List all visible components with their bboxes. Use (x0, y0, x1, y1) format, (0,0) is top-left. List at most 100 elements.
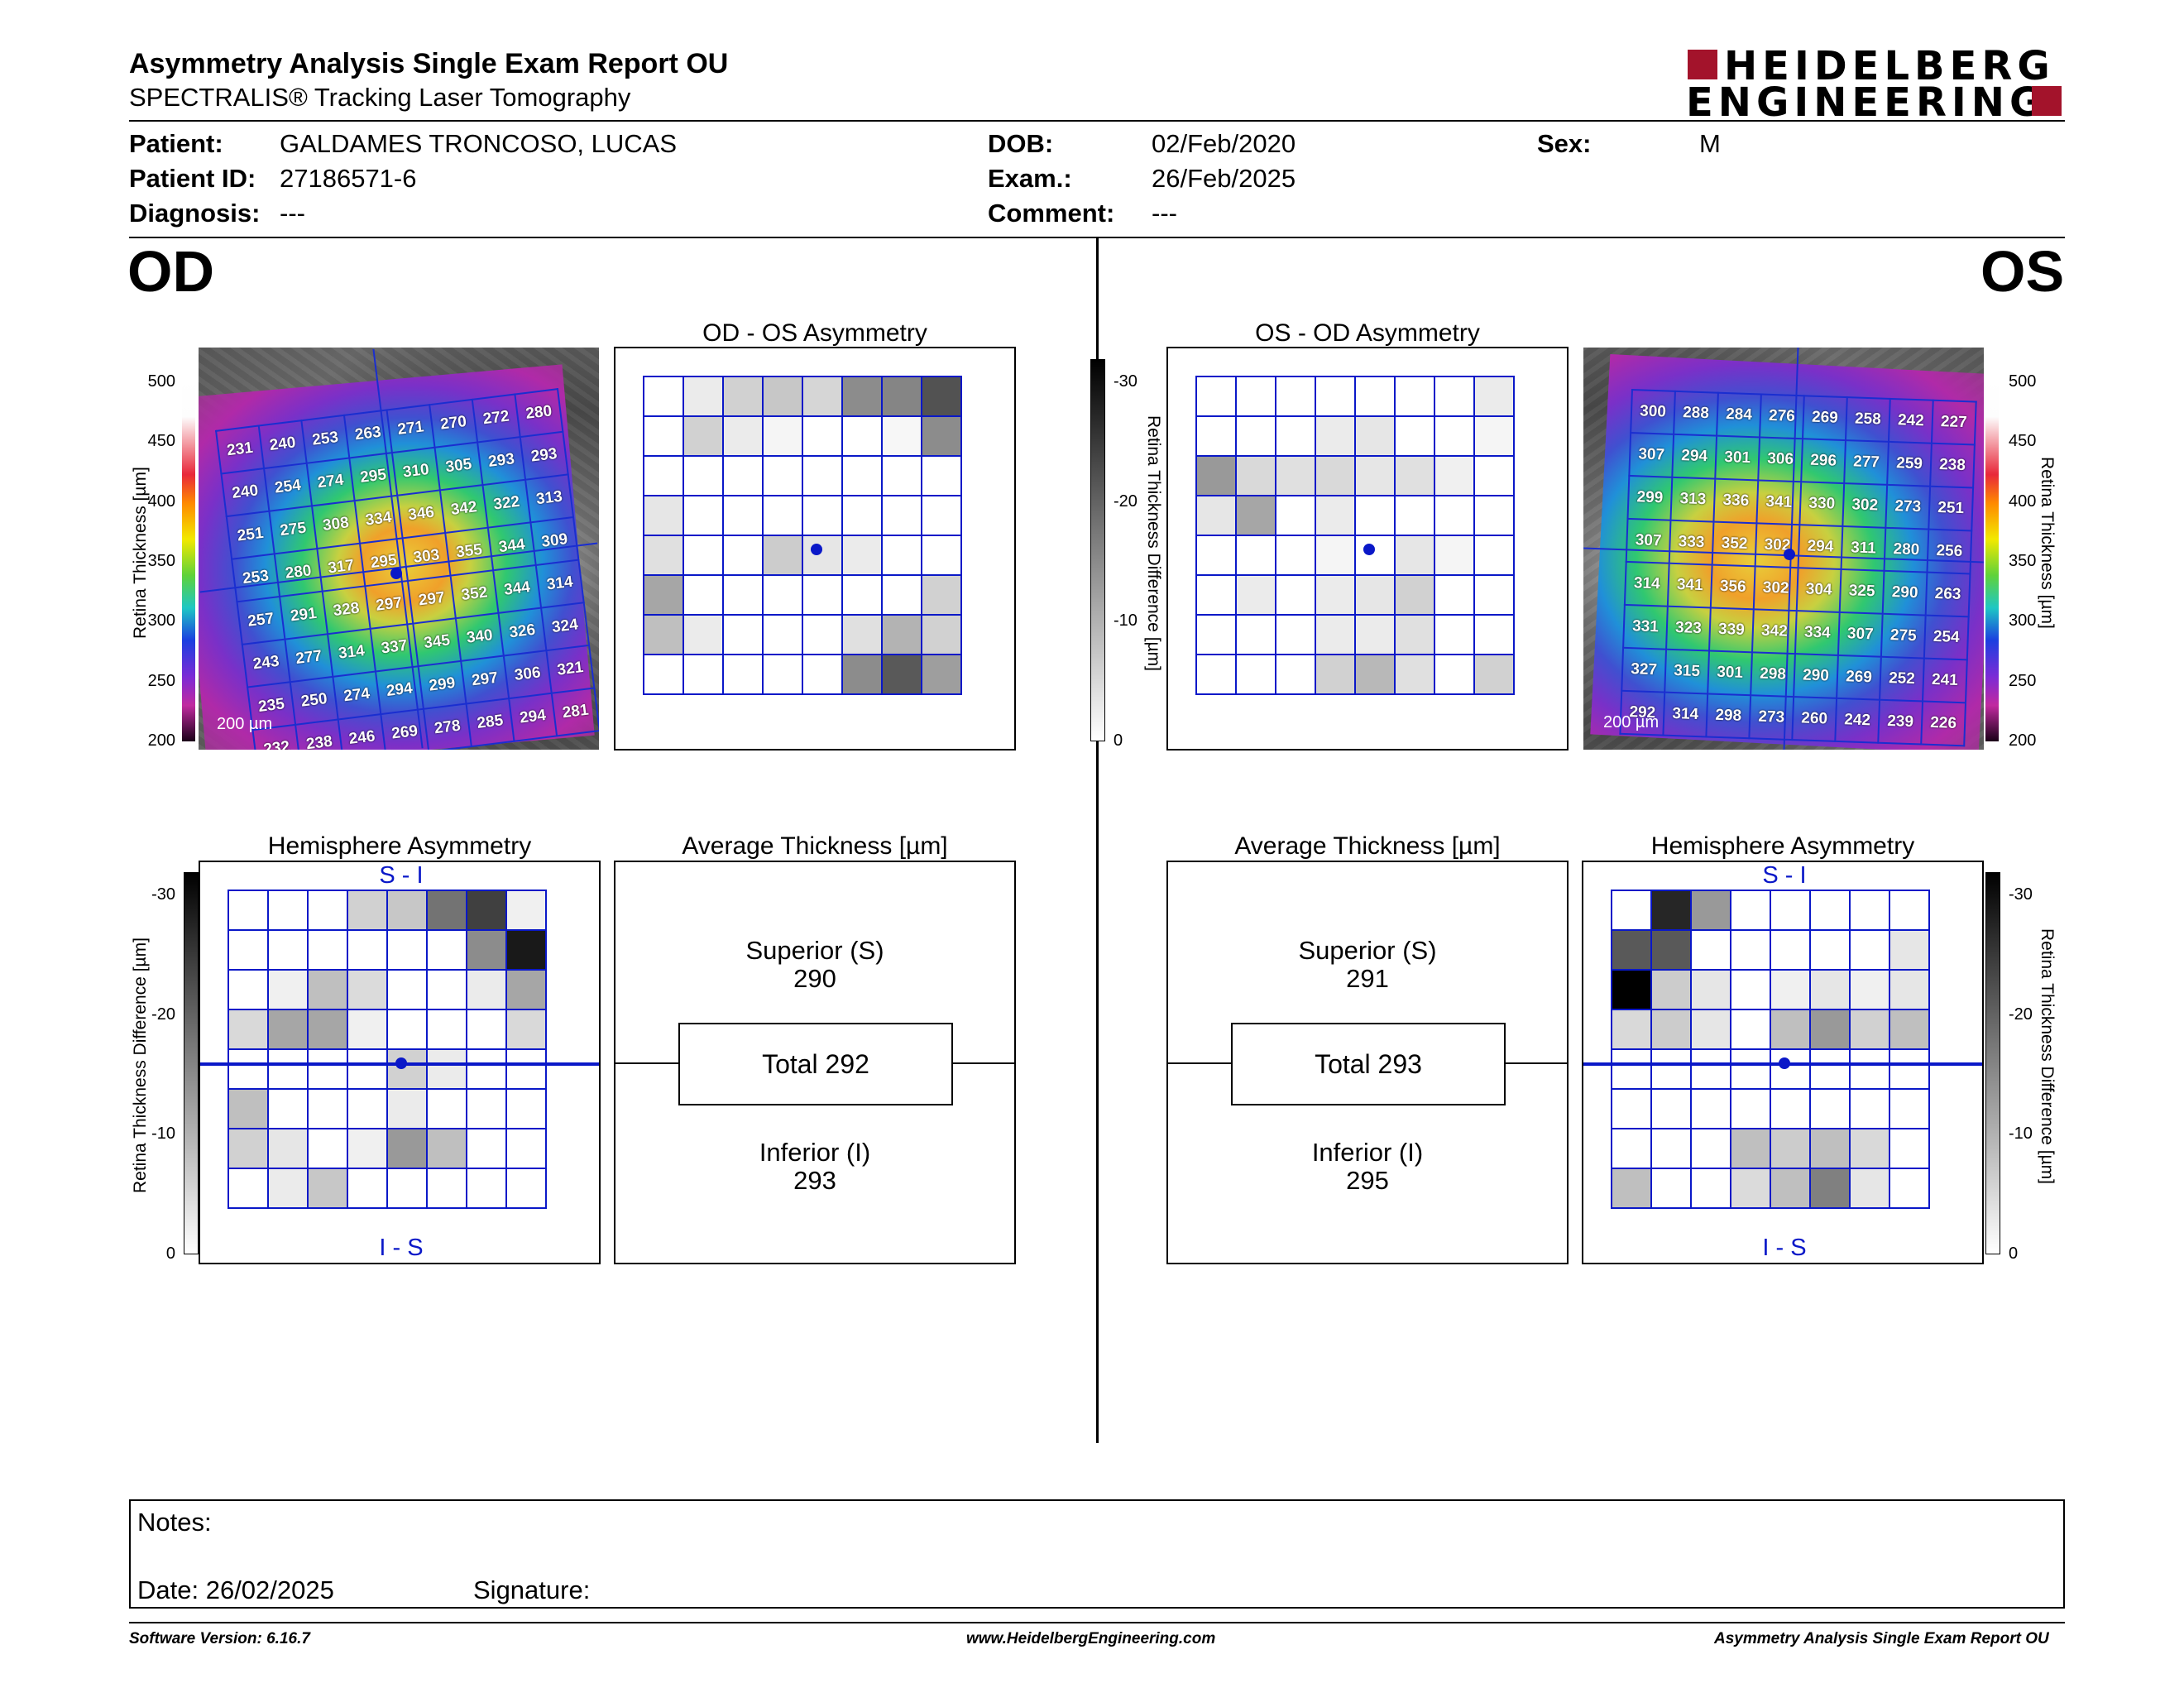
od-hemi-cell (426, 1168, 467, 1209)
os-hemi-grid (1611, 890, 1930, 1209)
os-asym-cell (1473, 495, 1515, 536)
od-asym-title: OD - OS Asymmetry (702, 319, 927, 347)
od-asym-cell (762, 495, 803, 536)
os-asym-cell (1434, 495, 1475, 536)
os-hemi-cell (1889, 1009, 1930, 1050)
od-thickness-colorbar (182, 381, 195, 741)
os-asym-cell (1235, 614, 1276, 655)
os-avg-panel: Superior (S) 291 Total 293 Inferior (I) … (1166, 861, 1569, 1264)
od-avg-title: Average Thickness [µm] (682, 832, 948, 860)
axis-tick-label: 450 (2009, 432, 2037, 451)
os-thickness-value: 299 (1627, 475, 1673, 520)
os-hemi-cell (1889, 929, 1930, 971)
os-thickness-value: 226 (1921, 701, 1966, 746)
od-asym-cell (643, 654, 684, 695)
axis-tick-label: 300 (147, 611, 175, 631)
os-thickness-value: 294 (1672, 434, 1717, 479)
os-asym-cell (1473, 535, 1515, 576)
od-asym-cell (881, 495, 922, 536)
os-asym-cell (1394, 614, 1435, 655)
od-inferior-label: Inferior (I) (759, 1138, 871, 1167)
od-hemi-cell (307, 1128, 348, 1169)
footer-website[interactable]: www.HeidelbergEngineering.com (966, 1630, 1216, 1647)
os-asym-cell (1315, 455, 1356, 496)
od-hemi-grid (228, 890, 547, 1209)
od-hemi-cell (386, 969, 428, 1010)
od-hemi-cell (307, 929, 348, 971)
od-hemi-cell (347, 929, 388, 971)
os-thickness-value: 314 (1624, 561, 1669, 607)
os-asym-cell (1473, 614, 1515, 655)
os-asym-cell (1195, 455, 1237, 496)
notes-box[interactable]: Notes: Date: 26/02/2025 Signature: (129, 1499, 2065, 1609)
od-hemi-cell (267, 1048, 309, 1090)
os-hemi-cell (1770, 1128, 1811, 1169)
os-asym-cell (1394, 376, 1435, 417)
sex-label: Sex: (1537, 129, 1592, 158)
signature-label: Signature: (473, 1575, 591, 1604)
os-hemi-cell (1889, 1088, 1930, 1129)
axis-tick-label: 350 (2009, 552, 2037, 570)
os-asym-cell (1354, 654, 1396, 695)
os-hemi-axis-title: Retina Thickness Difference [µm] (2038, 928, 2057, 1184)
os-hemi-colorbar (1985, 872, 2000, 1254)
os-hemi-cell (1650, 929, 1692, 971)
os-hemi-cell (1690, 1128, 1731, 1169)
od-hemi-cell (505, 1048, 547, 1090)
axis-tick-label: 400 (2009, 492, 2037, 511)
os-asym-cell (1275, 654, 1316, 695)
od-hemi-cell (347, 1088, 388, 1129)
axis-tick-label: 0 (2009, 1244, 2019, 1263)
od-hemi-cell (347, 1009, 388, 1050)
os-hemi-cell (1650, 890, 1692, 931)
od-asym-cell (682, 455, 724, 496)
od-asym-cell (841, 574, 883, 616)
os-hemi-cell (1849, 929, 1890, 971)
os-hemi-cell (1770, 890, 1811, 931)
axis-tick-label: -20 (151, 1005, 175, 1024)
od-asym-cell (722, 415, 764, 457)
os-thickness-value: 254 (1923, 615, 1969, 660)
patient-name: GALDAMES TRONCOSO, LUCAS (280, 129, 678, 158)
od-thickness-value: 294 (509, 693, 558, 741)
os-hemi-cell (1611, 1048, 1652, 1090)
os-asym-cell (1235, 415, 1276, 457)
os-thickness-value: 304 (1796, 568, 1842, 612)
os-asym-cell (1275, 614, 1316, 655)
os-asym-cell (1354, 574, 1396, 616)
od-thickness-value: 240 (221, 468, 270, 517)
os-thickness-value: 342 (1751, 609, 1797, 655)
od-hemi-top-label: S - I (379, 862, 424, 889)
os-asym-cell (1354, 495, 1396, 536)
axis-tick-label: 300 (2009, 611, 2037, 631)
os-asym-cell (1275, 535, 1316, 576)
os-superior-label: Superior (S) (1298, 936, 1437, 965)
os-hemi-cell (1849, 1168, 1890, 1209)
od-hemi-cell (386, 929, 428, 971)
od-thickness-value: 278 (423, 703, 472, 750)
od-asym-cell (643, 415, 684, 457)
os-asym-cell (1394, 455, 1435, 496)
axis-tick-label: -20 (2009, 1005, 2033, 1024)
os-asym-cell (1195, 495, 1237, 536)
os-hemi-cell (1809, 1088, 1851, 1129)
od-thickness-value: 310 (391, 447, 440, 496)
od-hemi-cell (267, 929, 309, 971)
os-hemi-cell (1730, 969, 1771, 1010)
os-thickness-value: 290 (1882, 570, 1928, 616)
od-thickness-value: 340 (455, 612, 504, 661)
os-thickness-value: 277 (1844, 440, 1889, 485)
notes-label: Notes: (137, 1508, 212, 1537)
os-asym-cell (1315, 376, 1356, 417)
os-thickness-value: 306 (1758, 437, 1803, 482)
os-hemi-cell (1770, 969, 1811, 1010)
od-asym-cell (722, 376, 764, 417)
os-asym-title: OS - OD Asymmetry (1255, 319, 1480, 347)
os-asym-cell (1195, 535, 1237, 576)
os-thickness-value: 302 (1755, 523, 1800, 568)
os-hemi-cell (1730, 890, 1771, 931)
od-asym-cell (802, 574, 843, 616)
os-asym-cell (1354, 415, 1396, 457)
os-asym-cell (1235, 535, 1276, 576)
os-asym-cell (1394, 574, 1435, 616)
